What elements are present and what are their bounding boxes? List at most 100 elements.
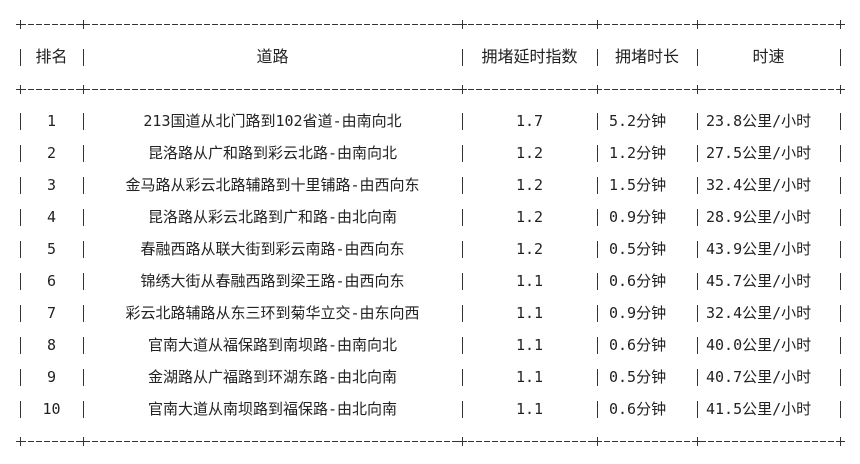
table-row: 6 锦绣大街从春融西路到梁王路-由西向东 1.1 0.6分钟 45.7公里/小时 <box>0 271 860 291</box>
table-column-separator <box>597 49 598 66</box>
rank-cell: 1 <box>46 112 57 130</box>
speed-cell: 40.0公里/小时 <box>706 336 812 354</box>
table-border-corner <box>593 437 602 446</box>
table-column-separator <box>597 145 598 162</box>
table-column-separator <box>462 49 463 66</box>
congestion-duration-cell: 0.9分钟 <box>609 208 667 226</box>
table-border-line <box>20 441 841 442</box>
table-border-corner <box>836 437 845 446</box>
speed-cell: 时速 <box>752 47 785 66</box>
speed-cell: 40.7公里/小时 <box>706 368 812 386</box>
delay-index-cell: 1.2 <box>515 240 544 258</box>
table-border-corner <box>693 85 702 94</box>
table-column-separator <box>83 209 84 226</box>
table-column-separator <box>20 177 21 194</box>
table-row: 4 昆洛路从彩云北路到广和路-由北向南 1.2 0.9分钟 28.9公里/小时 <box>0 207 860 227</box>
speed-cell: 32.4公里/小时 <box>706 176 812 194</box>
table-row: 1 213国道从北门路到102省道-由南向北 1.7 5.2分钟 23.8公里/小时 <box>0 111 860 131</box>
road-cell: 锦绣大街从春融西路到梁王路-由西向东 <box>140 272 405 290</box>
table-column-separator <box>20 145 21 162</box>
table-column-separator <box>597 113 598 130</box>
table-border-corner <box>836 85 845 94</box>
table-column-separator <box>20 241 21 258</box>
congestion-duration-cell: 1.2分钟 <box>609 144 667 162</box>
table-border-corner <box>593 20 602 29</box>
speed-cell: 45.7公里/小时 <box>706 272 812 290</box>
road-cell: 官南大道从福保路到南坝路-由南向北 <box>147 336 398 354</box>
congestion-duration-cell: 0.6分钟 <box>609 272 667 290</box>
table-column-separator <box>83 305 84 322</box>
congestion-duration-cell: 5.2分钟 <box>609 112 667 130</box>
table-column-separator <box>840 305 841 322</box>
table-border-corner <box>693 437 702 446</box>
table-column-separator <box>840 401 841 418</box>
delay-index-cell: 1.2 <box>515 208 544 226</box>
delay-index-cell: 1.7 <box>515 112 544 130</box>
table-column-separator <box>20 337 21 354</box>
table-column-separator <box>840 177 841 194</box>
table-row: 8 官南大道从福保路到南坝路-由南向北 1.1 0.6分钟 40.0公里/小时 <box>0 335 860 355</box>
table-border-corner <box>836 20 845 29</box>
table-border-line <box>20 24 841 25</box>
speed-cell: 32.4公里/小时 <box>706 304 812 322</box>
delay-index-cell: 1.1 <box>515 336 544 354</box>
table-column-separator <box>597 209 598 226</box>
rank-cell: 8 <box>46 336 57 354</box>
table-column-separator <box>840 113 841 130</box>
table-border-corner <box>79 20 88 29</box>
table-column-separator <box>697 177 698 194</box>
table-column-separator <box>597 305 598 322</box>
table-border-corner <box>693 20 702 29</box>
congestion-duration-cell: 1.5分钟 <box>609 176 667 194</box>
congestion-duration-cell: 0.9分钟 <box>609 304 667 322</box>
rank-cell: 2 <box>46 144 57 162</box>
table-row: 5 春融西路从联大街到彩云南路-由西向东 1.2 0.5分钟 43.9公里/小时 <box>0 239 860 259</box>
road-cell: 金马路从彩云北路辅路到十里铺路-由西向东 <box>125 176 420 194</box>
road-cell: 彩云北路辅路从东三环到菊华立交-由东向西 <box>125 304 420 322</box>
table-column-separator <box>83 177 84 194</box>
table-row: 10 官南大道从南坝路到福保路-由北向南 1.1 0.6分钟 41.5公里/小时 <box>0 399 860 419</box>
delay-index-cell: 1.1 <box>515 272 544 290</box>
speed-cell: 28.9公里/小时 <box>706 208 812 226</box>
table-column-separator <box>20 113 21 130</box>
congestion-duration-cell: 0.6分钟 <box>609 400 667 418</box>
road-cell: 213国道从北门路到102省道-由南向北 <box>143 112 402 130</box>
road-cell: 春融西路从联大街到彩云南路-由西向东 <box>140 240 405 258</box>
table-column-separator <box>697 145 698 162</box>
speed-cell: 43.9公里/小时 <box>706 240 812 258</box>
speed-cell: 23.8公里/小时 <box>706 112 812 130</box>
table-border-corner <box>458 20 467 29</box>
rank-cell: 5 <box>46 240 57 258</box>
table-column-separator <box>20 305 21 322</box>
table-column-separator <box>20 273 21 290</box>
table-column-separator <box>20 401 21 418</box>
rank-cell: 6 <box>46 272 57 290</box>
table-column-separator <box>462 113 463 130</box>
table-column-separator <box>83 337 84 354</box>
table-column-separator <box>840 145 841 162</box>
delay-index-cell: 1.1 <box>515 400 544 418</box>
table-column-separator <box>697 401 698 418</box>
table-row: 3 金马路从彩云北路辅路到十里铺路-由西向东 1.2 1.5分钟 32.4公里/小时 <box>0 175 860 195</box>
table-border-corner <box>593 85 602 94</box>
delay-index-cell: 1.1 <box>515 304 544 322</box>
table-border-corner <box>458 85 467 94</box>
table-column-separator <box>840 49 841 66</box>
table-column-separator <box>462 209 463 226</box>
delay-index-cell: 1.1 <box>515 368 544 386</box>
rank-cell: 排名 <box>35 47 68 66</box>
table-column-separator <box>462 305 463 322</box>
table-column-separator <box>597 369 598 386</box>
table-column-separator <box>83 49 84 66</box>
rank-cell: 3 <box>46 176 57 194</box>
table-column-separator <box>597 241 598 258</box>
table-row: 7 彩云北路辅路从东三环到菊华立交-由东向西 1.1 0.9分钟 32.4公里/小时 <box>0 303 860 323</box>
table-column-separator <box>462 177 463 194</box>
road-cell: 昆洛路从广和路到彩云北路-由南向北 <box>147 144 398 162</box>
table-column-separator <box>697 305 698 322</box>
table-column-separator <box>697 113 698 130</box>
table-column-separator <box>697 369 698 386</box>
speed-cell: 27.5公里/小时 <box>706 144 812 162</box>
congestion-duration-cell: 0.5分钟 <box>609 368 667 386</box>
road-cell: 金湖路从广福路到环湖东路-由北向南 <box>147 368 398 386</box>
